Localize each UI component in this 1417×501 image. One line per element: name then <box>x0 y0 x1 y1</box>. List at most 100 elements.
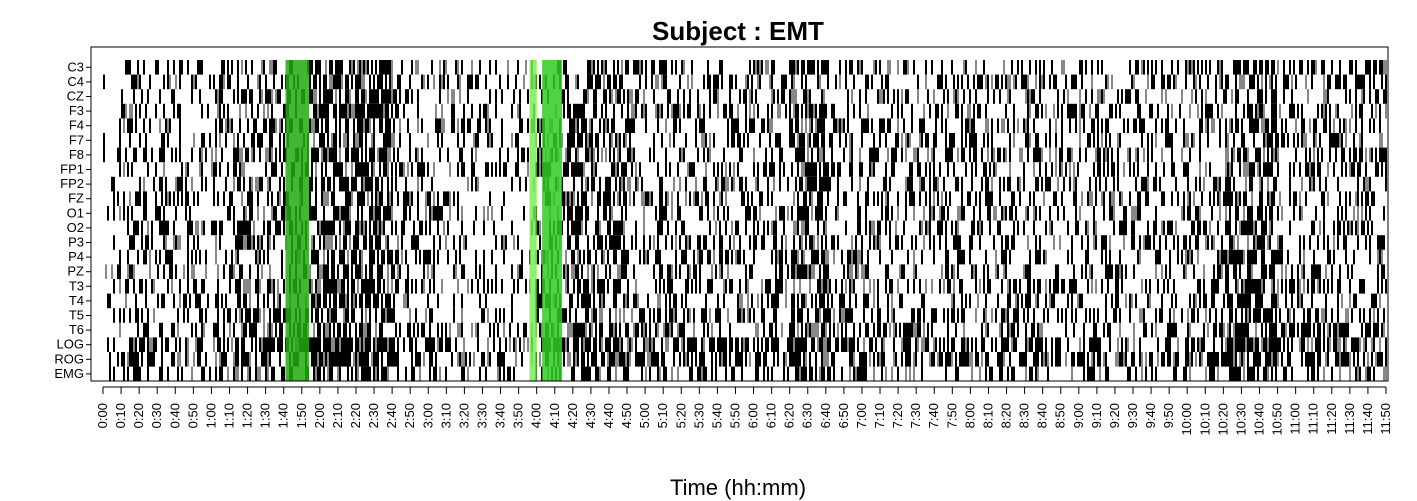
heatmap-cell <box>1131 293 1133 309</box>
heatmap-cell <box>1263 235 1265 250</box>
heatmap-cell <box>1059 235 1061 250</box>
heatmap-cell <box>635 220 637 236</box>
heatmap-cell <box>575 235 577 250</box>
heatmap-cell <box>463 264 465 279</box>
heatmap-cell <box>1183 118 1185 133</box>
heatmap-cell <box>873 220 875 236</box>
heatmap-cell <box>145 206 147 221</box>
heatmap-cell <box>1355 89 1357 104</box>
heatmap-cell <box>877 322 879 338</box>
heatmap-cell <box>1089 103 1091 119</box>
heatmap-cell <box>1267 60 1269 75</box>
heatmap-cell <box>343 249 345 265</box>
heatmap-cell <box>747 279 749 294</box>
heatmap-cell <box>1249 220 1251 236</box>
heatmap-cell <box>565 74 567 90</box>
heatmap-cell <box>373 249 375 265</box>
heatmap-cell <box>987 74 989 90</box>
heatmap-cell <box>441 118 443 133</box>
heatmap-cell <box>573 279 575 294</box>
heatmap-cell <box>391 74 393 90</box>
heatmap-cell <box>1101 249 1103 265</box>
heatmap-cell <box>345 147 347 163</box>
heatmap-cell <box>1313 60 1315 75</box>
heatmap-cell <box>891 293 893 309</box>
heatmap-cell <box>469 74 471 90</box>
heatmap-cell <box>1007 74 1009 90</box>
heatmap-cell <box>669 279 671 294</box>
heatmap-cell <box>715 220 717 236</box>
heatmap-cell <box>1283 133 1285 148</box>
heatmap-cell <box>567 191 569 206</box>
heatmap-cell <box>325 191 327 206</box>
heatmap-cell <box>1191 89 1193 104</box>
heatmap-cell <box>801 249 803 265</box>
heatmap-cell <box>311 147 313 163</box>
heatmap-cell <box>1327 322 1329 338</box>
heatmap-cell <box>1299 191 1301 206</box>
heatmap-cell <box>1219 118 1221 133</box>
heatmap-cell <box>353 103 355 119</box>
heatmap-cell <box>179 60 181 75</box>
heatmap-cell <box>659 191 661 206</box>
heatmap-cell <box>339 162 341 177</box>
heatmap-cell <box>1119 133 1121 148</box>
heatmap-cell <box>883 118 885 133</box>
heatmap-cell <box>1117 162 1119 177</box>
heatmap-cell <box>955 235 957 250</box>
heatmap-cell <box>1323 74 1325 90</box>
heatmap-cell <box>593 147 595 163</box>
heatmap-cell <box>713 249 715 265</box>
heatmap-cell <box>323 293 325 309</box>
heatmap-cell <box>369 308 371 323</box>
heatmap-cell <box>1381 133 1383 148</box>
heatmap-cell <box>1373 118 1375 133</box>
heatmap-cell <box>361 89 363 104</box>
heatmap-cell <box>853 249 855 265</box>
heatmap-cell <box>923 293 925 309</box>
heatmap-cell <box>857 249 859 265</box>
heatmap-cell <box>641 322 643 338</box>
heatmap-cell <box>1045 293 1047 309</box>
heatmap-cell <box>725 249 727 265</box>
heatmap-cell <box>851 279 853 294</box>
heatmap-cell <box>233 176 235 192</box>
heatmap-cell <box>727 133 729 148</box>
heatmap-cell <box>605 235 607 250</box>
heatmap-cell <box>1353 162 1355 177</box>
heatmap-cell <box>1209 191 1211 206</box>
heatmap-cell <box>1089 264 1091 279</box>
heatmap-cell <box>1197 308 1199 323</box>
heatmap-cell <box>261 176 263 192</box>
heatmap-cell <box>731 118 733 133</box>
heatmap-cell <box>1301 264 1303 279</box>
heatmap-cell <box>605 147 607 163</box>
heatmap-cell <box>229 279 231 294</box>
heatmap-cell <box>1269 191 1271 206</box>
heatmap-cell <box>975 191 977 206</box>
heatmap-cell <box>923 322 925 338</box>
heatmap-cell <box>929 103 931 119</box>
heatmap-cell <box>569 293 571 309</box>
heatmap-cell <box>383 337 385 352</box>
heatmap-cell <box>619 176 621 192</box>
heatmap-cell <box>835 74 837 90</box>
heatmap-cell <box>165 337 167 352</box>
heatmap-cell <box>159 206 161 221</box>
heatmap-cell <box>1235 322 1237 338</box>
heatmap-cell <box>1261 191 1263 206</box>
heatmap-cell <box>849 279 851 294</box>
heatmap-cell <box>911 235 913 250</box>
heatmap-cell <box>773 235 775 250</box>
heatmap-cell <box>1317 162 1319 177</box>
heatmap-cell <box>879 89 881 104</box>
heatmap-cell <box>265 162 267 177</box>
heatmap-cell <box>219 133 221 148</box>
heatmap-cell <box>1007 308 1009 323</box>
heatmap-cell <box>1037 103 1039 119</box>
heatmap-cell <box>623 293 625 309</box>
heatmap-cell <box>643 191 645 206</box>
heatmap-cell <box>385 337 387 352</box>
heatmap-cell <box>1249 206 1251 221</box>
heatmap-cell <box>985 74 987 90</box>
